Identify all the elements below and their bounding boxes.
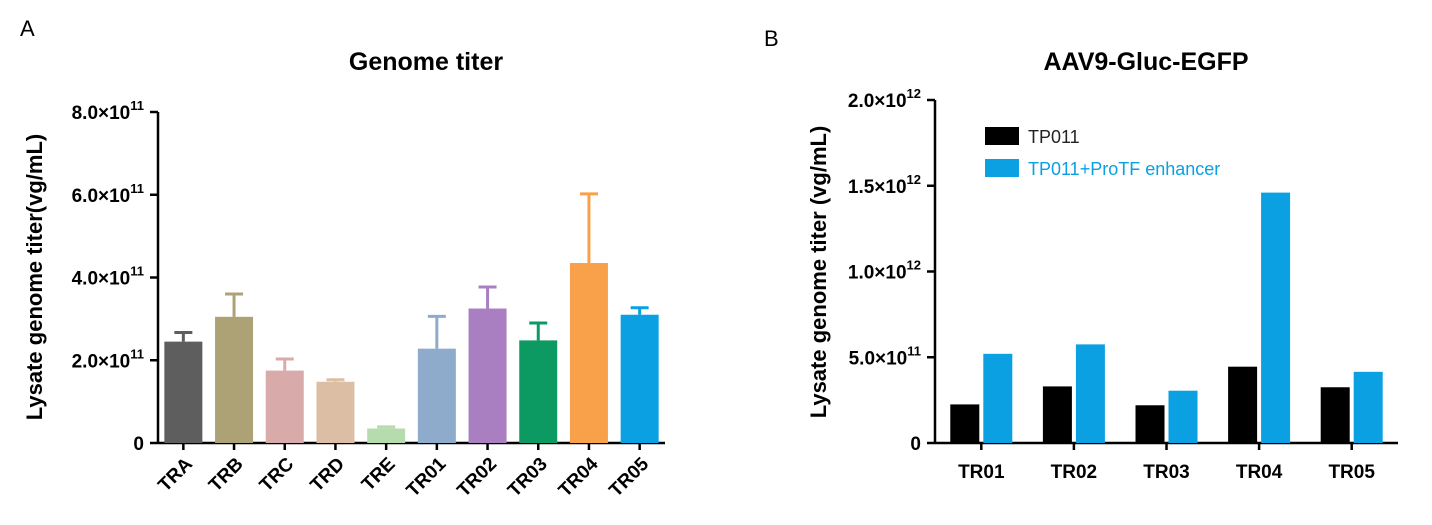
chart-b-bar-tp011-protf [1168,390,1198,443]
chart-a-y-tick-label: 2.0×1011 [72,346,144,372]
chart-b-y-tick-label: 1.5×1012 [848,172,921,198]
panel-a: A Genome titer Lysate genome titer(vg/mL… [20,16,665,501]
chart-b-legend: TP011 TP011+ProTF enhancer [985,127,1220,179]
chart-b-category-labels: TR01 TR02 TR03 TR04 TR05 [958,462,1375,483]
chart-a-y-tick-label-mantissa: 8.0×10 [72,103,131,124]
chart-a-y-tick-label-mantissa: 6.0×10 [72,186,131,207]
chart-b-y-tick-label: 5.0×1011 [849,343,921,369]
chart-a-y-tick-label-exponent: 11 [130,98,144,113]
chart-a-bar [367,428,406,443]
chart-a-bar [569,263,608,443]
chart-b-y-tick-label: 0 [910,434,921,455]
chart-b-bar-tp011 [1042,386,1072,443]
chart-a-x-axis [158,441,665,450]
chart-a-y-tick-label: 8.0×1011 [72,98,144,124]
chart-a-category-label: TRA [154,453,197,496]
chart-b-y-tick-label-mantissa: 1.5×10 [848,177,907,198]
legend-label-tp011: TP011 [1028,127,1080,147]
chart-a-bar [620,314,659,443]
chart-a-y-tick-label: 4.0×1011 [72,264,144,290]
chart-b-y-axis-title: Lysate genome titer (vg/mL) [806,126,831,419]
chart-a-title: Genome titer [349,48,503,76]
chart-b-title: AAV9-Gluc-EGFP [1043,48,1248,76]
chart-a-category-label: TRB [205,454,247,496]
chart-b-y-tick-label-exponent: 12 [907,172,921,187]
chart-b-bar-tp011-protf [1261,192,1291,443]
chart-b-bar-tp011 [1320,387,1350,443]
chart-b-category-label: TR03 [1143,462,1189,483]
chart-b-bar-tp011 [1135,405,1165,443]
chart-a-y-tick-label: 0 [133,434,144,455]
chart-a-y-tick-label-mantissa: 2.0×10 [72,351,131,372]
chart-a-category-label: TR05 [605,453,653,501]
chart-a-category-label: TRD [307,454,349,496]
chart-b-bar-tp011 [1228,366,1258,443]
chart-a-category-label: TRC [256,453,299,496]
legend-swatch-tp011 [985,127,1019,145]
chart-b-y-tick-label: 1.0×1012 [848,258,921,284]
chart-b-y-tick-label-mantissa: 5.0×10 [849,348,908,369]
chart-b-x-axis [935,441,1398,450]
chart-a-category-label: TR04 [555,453,603,501]
chart-a-bar [316,381,355,443]
chart-a-y-tick-label-exponent: 11 [130,181,144,196]
chart-b-bar-tp011-protf [1353,371,1383,443]
chart-a-bar [417,348,456,443]
legend-label-tp011-protf: TP011+ProTF enhancer [1028,159,1220,179]
chart-a-y-tick-label-exponent: 11 [130,264,144,279]
chart-b-y-tick-label-exponent: 12 [907,86,921,101]
chart-b-bar-tp011 [950,404,980,443]
panel-b: B AAV9-Gluc-EGFP Lysate genome titer (vg… [764,26,1398,483]
chart-b-category-label: TR02 [1051,462,1097,483]
chart-a-y-axis-title: Lysate genome titer(vg/mL) [22,134,47,420]
chart-a-bar [468,308,507,443]
panel-label-a: A [20,16,35,41]
chart-a-category-labels: TRA TRB TRC TRD TRE TR01 TR02 TR03 TR04 TR05 [154,453,653,501]
chart-a-bars [164,263,659,443]
chart-a-bar [164,341,203,443]
chart-b-bar-tp011-protf [1075,344,1105,443]
chart-a-error-bars [174,192,649,429]
chart-a-category-label: TR02 [453,454,501,502]
chart-a-bar [265,370,304,443]
chart-a-y-tick-label-exponent: 11 [130,346,144,361]
chart-a-category-label: TR01 [403,453,451,501]
chart-b-y-tick-label: 2.0×1012 [848,86,921,112]
chart-b-category-label: TR04 [1236,462,1283,483]
chart-b-category-label: TR05 [1328,462,1375,483]
panel-label-b: B [764,26,779,51]
legend-swatch-tp011-protf [985,159,1019,177]
chart-b-y-tick-label-exponent: 11 [907,343,921,358]
chart-a-y-tick-label: 6.0×1011 [72,181,144,207]
chart-b-category-label: TR01 [958,462,1005,483]
chart-a-bar [215,316,254,443]
chart-b-y-tick-label-mantissa: 0 [910,434,921,455]
chart-a-bar [519,340,558,443]
chart-a-category-label: TR03 [504,454,552,502]
chart-a-y-tick-label-mantissa: 4.0×10 [72,269,131,290]
chart-b-bars [950,192,1383,443]
chart-b-y-tick-label-exponent: 12 [907,258,921,273]
chart-b-y-tick-label-mantissa: 2.0×10 [848,91,907,112]
chart-b-y-tick-label-mantissa: 1.0×10 [848,263,907,284]
chart-a-category-label: TRE [358,454,400,496]
chart-b-bar-tp011-protf [983,353,1013,443]
chart-a-y-tick-label-mantissa: 0 [133,434,144,455]
